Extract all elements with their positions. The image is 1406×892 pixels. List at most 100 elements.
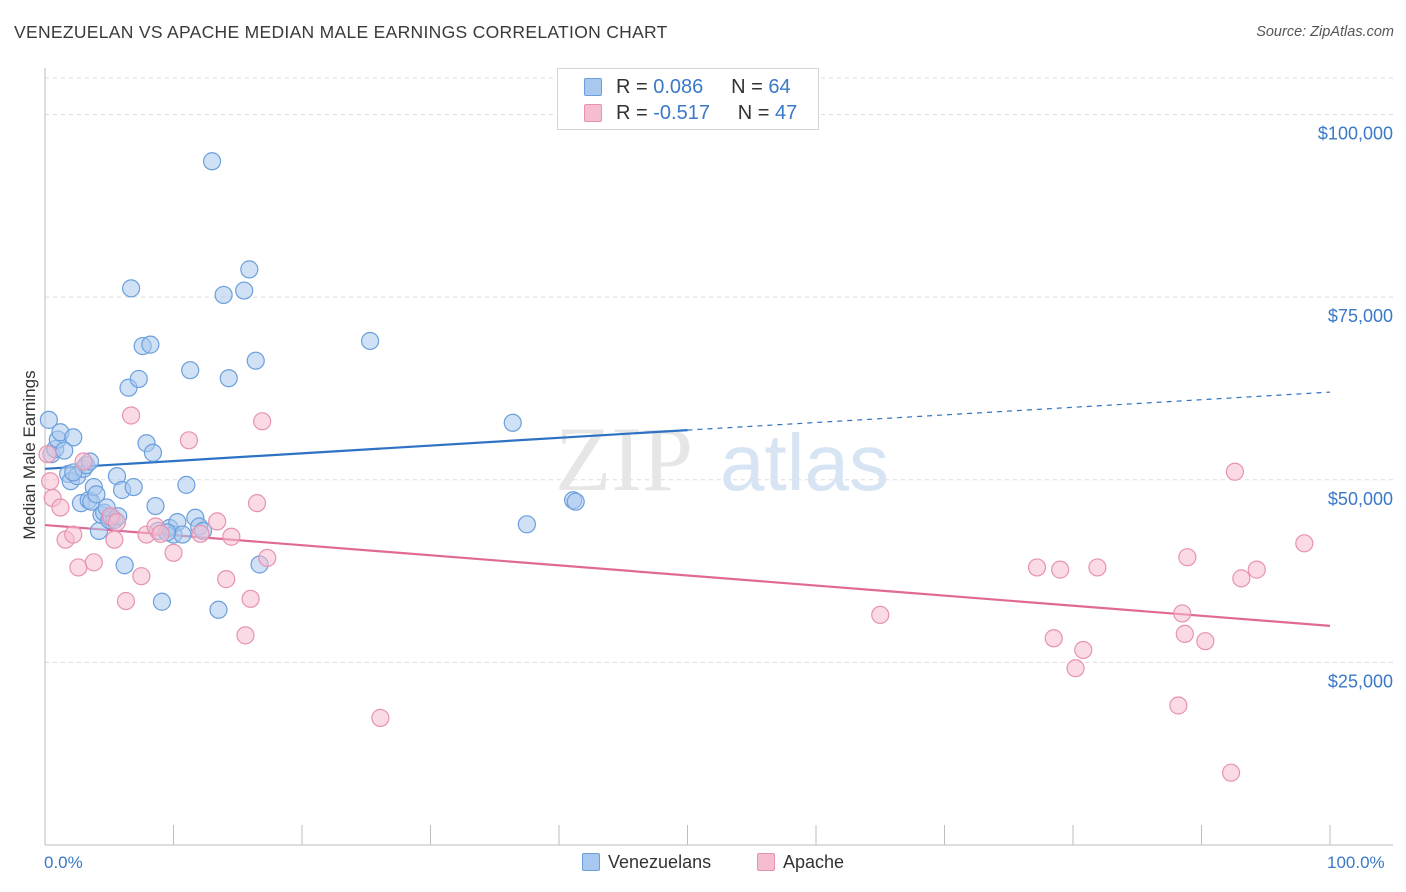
- point-venezuelans: [566, 492, 585, 511]
- point-venezuelans: [246, 351, 265, 370]
- y-axis-label: Median Male Earnings: [20, 370, 39, 540]
- point-apache: [1074, 640, 1093, 660]
- point-apache: [236, 626, 255, 645]
- point-apache: [164, 543, 183, 562]
- point-apache: [1196, 632, 1215, 651]
- grid-lines: [45, 77, 1393, 663]
- point-venezuelans: [129, 369, 148, 389]
- legend-swatch-pink: [584, 104, 602, 122]
- point-apache: [1175, 624, 1194, 643]
- point-venezuelans: [181, 361, 200, 380]
- point-apache: [1221, 763, 1241, 782]
- legend-r-label: R =: [616, 102, 648, 124]
- point-apache: [258, 548, 277, 568]
- point-apache: [132, 567, 151, 586]
- point-apache: [208, 512, 227, 531]
- bottom-legend-swatch-blue: [582, 853, 600, 871]
- legend-swatch-blue: [584, 78, 602, 96]
- trend-line-venezuelans-extension: [687, 391, 1331, 431]
- point-apache: [151, 524, 170, 543]
- point-apache: [1051, 560, 1070, 579]
- point-venezuelans: [39, 410, 58, 429]
- correlation-legend: R = 0.086 N = 64 R = -0.517 N = 47: [557, 68, 819, 130]
- bottom-legend-label: Apache: [783, 852, 845, 872]
- point-apache: [241, 589, 260, 608]
- bottom-legend-apache: Apache: [757, 852, 844, 873]
- point-apache: [1173, 604, 1192, 623]
- y-tick-label: $100,000: [1318, 124, 1393, 144]
- data-points: [38, 152, 1314, 782]
- legend-n-label: N =: [737, 102, 770, 124]
- point-venezuelans: [209, 600, 228, 619]
- point-venezuelans: [177, 475, 196, 494]
- point-apache: [247, 494, 267, 513]
- point-apache: [74, 452, 93, 471]
- bottom-legend-venezuelans: Venezuelans: [582, 852, 711, 873]
- point-venezuelans: [517, 515, 536, 534]
- point-apache: [105, 530, 124, 549]
- point-apache: [64, 525, 83, 544]
- point-apache: [1178, 548, 1197, 567]
- trend-lines: [44, 391, 1331, 627]
- point-venezuelans: [202, 152, 222, 171]
- point-apache: [1295, 534, 1314, 553]
- point-venezuelans: [115, 556, 134, 575]
- point-apache: [1232, 569, 1251, 588]
- point-apache: [1044, 629, 1063, 648]
- point-venezuelans: [55, 441, 74, 460]
- point-apache: [1225, 462, 1245, 481]
- source-label: Source: ZipAtlas.com: [1256, 24, 1394, 40]
- x-tick-label-max: 100.0%: [1327, 853, 1385, 872]
- y-tick-label: $50,000: [1328, 489, 1393, 509]
- point-venezuelans: [146, 496, 165, 516]
- bottom-legend-swatch-pink: [757, 853, 775, 871]
- point-venezuelans: [361, 331, 380, 351]
- point-venezuelans: [143, 443, 163, 462]
- point-apache: [107, 513, 127, 532]
- point-apache: [1169, 696, 1188, 715]
- legend-n-label: N =: [731, 76, 763, 98]
- point-apache: [179, 431, 199, 450]
- point-venezuelans: [87, 485, 106, 504]
- point-apache: [222, 527, 241, 546]
- point-apache: [253, 412, 272, 431]
- point-venezuelans: [121, 279, 141, 298]
- y-tick-label: $75,000: [1328, 306, 1393, 326]
- point-apache: [1088, 558, 1107, 577]
- point-apache: [371, 708, 390, 727]
- legend-r-value: -0.517: [653, 102, 710, 124]
- trend-line-venezuelans: [44, 428, 688, 470]
- point-apache: [51, 498, 70, 517]
- point-apache: [217, 570, 236, 589]
- point-apache: [116, 591, 136, 611]
- point-venezuelans: [64, 428, 83, 447]
- trend-line-apache: [44, 523, 1331, 627]
- bottom-legend-label: Venezuelans: [608, 852, 712, 872]
- point-venezuelans: [503, 413, 522, 432]
- legend-r-value: 0.086: [653, 76, 704, 98]
- point-apache: [1066, 659, 1085, 678]
- legend-n-value: 47: [775, 102, 798, 124]
- point-venezuelans: [214, 285, 233, 305]
- watermark-atlas: atlas: [720, 418, 889, 507]
- chart-title: VENEZUELAN VS APACHE MEDIAN MALE EARNING…: [14, 22, 668, 42]
- y-tick-labels: $25,000 $50,000 $75,000 $100,000: [1318, 124, 1393, 692]
- point-apache: [41, 472, 60, 491]
- point-apache: [121, 406, 141, 425]
- point-venezuelans: [219, 369, 238, 388]
- point-apache: [191, 524, 210, 543]
- point-apache: [84, 553, 103, 572]
- point-apache: [38, 445, 57, 464]
- point-venezuelans: [124, 477, 143, 497]
- point-venezuelans: [235, 281, 254, 300]
- point-venezuelans: [240, 260, 259, 279]
- legend-n-value: 64: [768, 76, 791, 98]
- point-venezuelans: [173, 525, 192, 544]
- point-apache: [1027, 558, 1047, 577]
- point-venezuelans: [152, 592, 172, 611]
- point-venezuelans: [141, 335, 160, 354]
- point-apache: [69, 558, 88, 577]
- y-tick-label: $25,000: [1328, 671, 1393, 691]
- point-apache: [871, 605, 890, 625]
